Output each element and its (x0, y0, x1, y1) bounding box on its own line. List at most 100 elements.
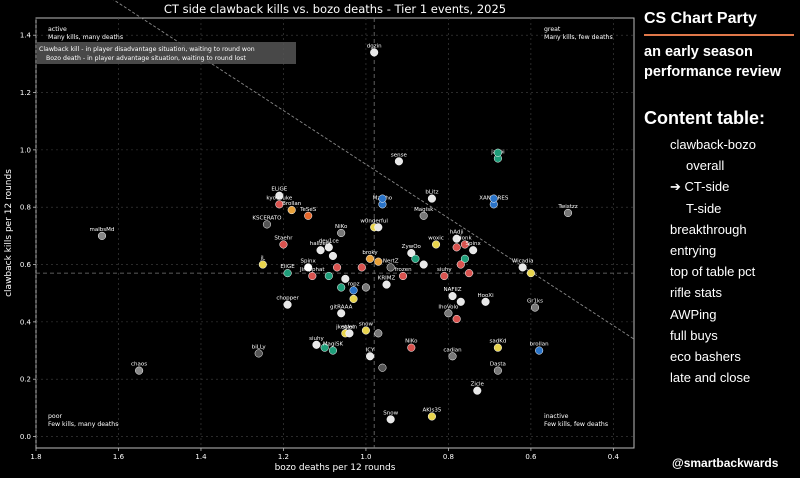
data-point (440, 271, 449, 281)
y-tick-label: 1.0 (20, 146, 31, 154)
data-point (444, 309, 453, 318)
data-point (135, 366, 144, 375)
data-point (366, 352, 375, 361)
data-point (324, 271, 333, 281)
data-point (279, 240, 288, 249)
point-label: Twistzz (557, 204, 577, 210)
point-label: HooXi (477, 293, 494, 299)
y-tick-label: 0.4 (20, 318, 32, 326)
data-point (493, 366, 502, 375)
data-point (456, 260, 465, 269)
quadrant-text: Few kills, few deaths (544, 421, 608, 428)
toc-item[interactable]: entrying (670, 243, 717, 259)
point-label: AKIs35 (422, 407, 441, 413)
axis-ticks: 1.8 1.6 1.4 1.2 1.0 0.8 0.6 0.4 0.0 0.2 0.4 0.6 0.8 1… (20, 32, 620, 461)
toc-item[interactable]: ➔ CT-side (670, 179, 730, 195)
toc-item[interactable]: clawback-bozo (670, 137, 756, 152)
quadrant-title: inactive (544, 413, 569, 420)
point-label: siuhy (437, 267, 452, 273)
data-point (304, 263, 313, 272)
toc-item[interactable]: late and close (670, 370, 751, 386)
data-point (493, 343, 502, 352)
legend-entry-bozo: Bozo death - in player advantage situati… (46, 55, 246, 62)
data-point (526, 269, 535, 278)
data-point (518, 263, 527, 272)
data-point (452, 234, 461, 243)
quadrant-label-bottom-left: poor Few kills, many deaths (48, 413, 118, 428)
point-label: hallzerk (310, 241, 332, 247)
data-point (427, 194, 436, 203)
y-tick-label: 0.2 (20, 376, 31, 384)
point-label: ELiGE (271, 187, 287, 193)
quadrant-label-top-left: active Many kills, many deaths (48, 26, 123, 41)
toc-item[interactable]: overall (686, 158, 725, 174)
point-label: ZywOo (402, 244, 422, 250)
data-point (328, 346, 337, 355)
toc-item[interactable]: rifle stats (670, 285, 723, 301)
data-point (427, 412, 436, 421)
point-label: bLitz (425, 190, 438, 196)
x-tick-label: 1.6 (113, 453, 125, 461)
data-point (349, 294, 358, 303)
sidebar-subtitle: an early season performance review (644, 44, 782, 80)
data-point (320, 343, 329, 352)
data-point (337, 309, 346, 318)
point-label: Zicle (471, 382, 485, 388)
data-point (262, 220, 272, 229)
point-label: Brollan (282, 201, 302, 207)
data-point (304, 211, 313, 220)
point-label: sense (391, 152, 408, 158)
toc-item[interactable]: breakthrough (670, 221, 747, 237)
toc-heading: Content table: (644, 108, 765, 128)
x-tick-label: 0.8 (443, 453, 454, 461)
point-label: frozen (394, 267, 412, 273)
point-label: ropz (348, 281, 360, 287)
toc-item[interactable]: full buys (670, 327, 718, 343)
point-label: Staehr (274, 235, 293, 241)
toc-item[interactable]: top of table pct (670, 264, 756, 280)
data-point (361, 283, 370, 292)
data-point (337, 228, 346, 238)
data-point (411, 254, 420, 263)
data-point (333, 263, 342, 272)
sidebar-title: CS Chart Party (644, 10, 757, 27)
y-axis-label: clawback kills per 12 rounds (4, 169, 14, 297)
point-label: hAdji (450, 230, 464, 236)
toc-item[interactable]: T-side (686, 200, 722, 216)
point-label: ICY (366, 347, 375, 353)
data-point (357, 263, 366, 272)
quadrant-title: active (48, 26, 67, 33)
point-label: siuhy (309, 336, 324, 342)
point-label: biLLy (252, 344, 267, 350)
data-point (452, 243, 461, 252)
quadrant-text: Many kills, few deaths (544, 34, 613, 41)
point-label: Jimpphat (299, 267, 325, 273)
point-label: Spinx (301, 258, 317, 264)
x-tick-label: 0.6 (525, 453, 537, 461)
data-point (530, 303, 540, 312)
data-point (386, 263, 395, 272)
y-tick-label: 0.0 (20, 433, 31, 441)
data-point (283, 269, 292, 278)
data-point (366, 254, 375, 263)
data-point (398, 271, 408, 281)
author-handle: @smartbackwards (672, 456, 779, 470)
data-point (283, 300, 292, 309)
y-tick-label: 0.6 (20, 261, 32, 269)
data-point (407, 343, 416, 352)
y-tick-label: 0.8 (20, 204, 31, 212)
data-point (258, 260, 267, 269)
data-point (460, 254, 469, 263)
quadrant-text: Many kills, many deaths (48, 34, 123, 41)
toc-item[interactable]: AWPing (670, 306, 717, 322)
data-point (464, 269, 474, 278)
point-label: KRIMZ (378, 276, 396, 282)
data-point (563, 208, 573, 217)
point-label: dgzin (367, 43, 382, 49)
toc-item[interactable]: eco bashers (670, 349, 741, 365)
point-label: jkeglet (335, 324, 355, 330)
quadrant-title: great (544, 26, 561, 33)
point-label: Dasta (490, 362, 506, 368)
point-label: chopper (276, 296, 299, 302)
